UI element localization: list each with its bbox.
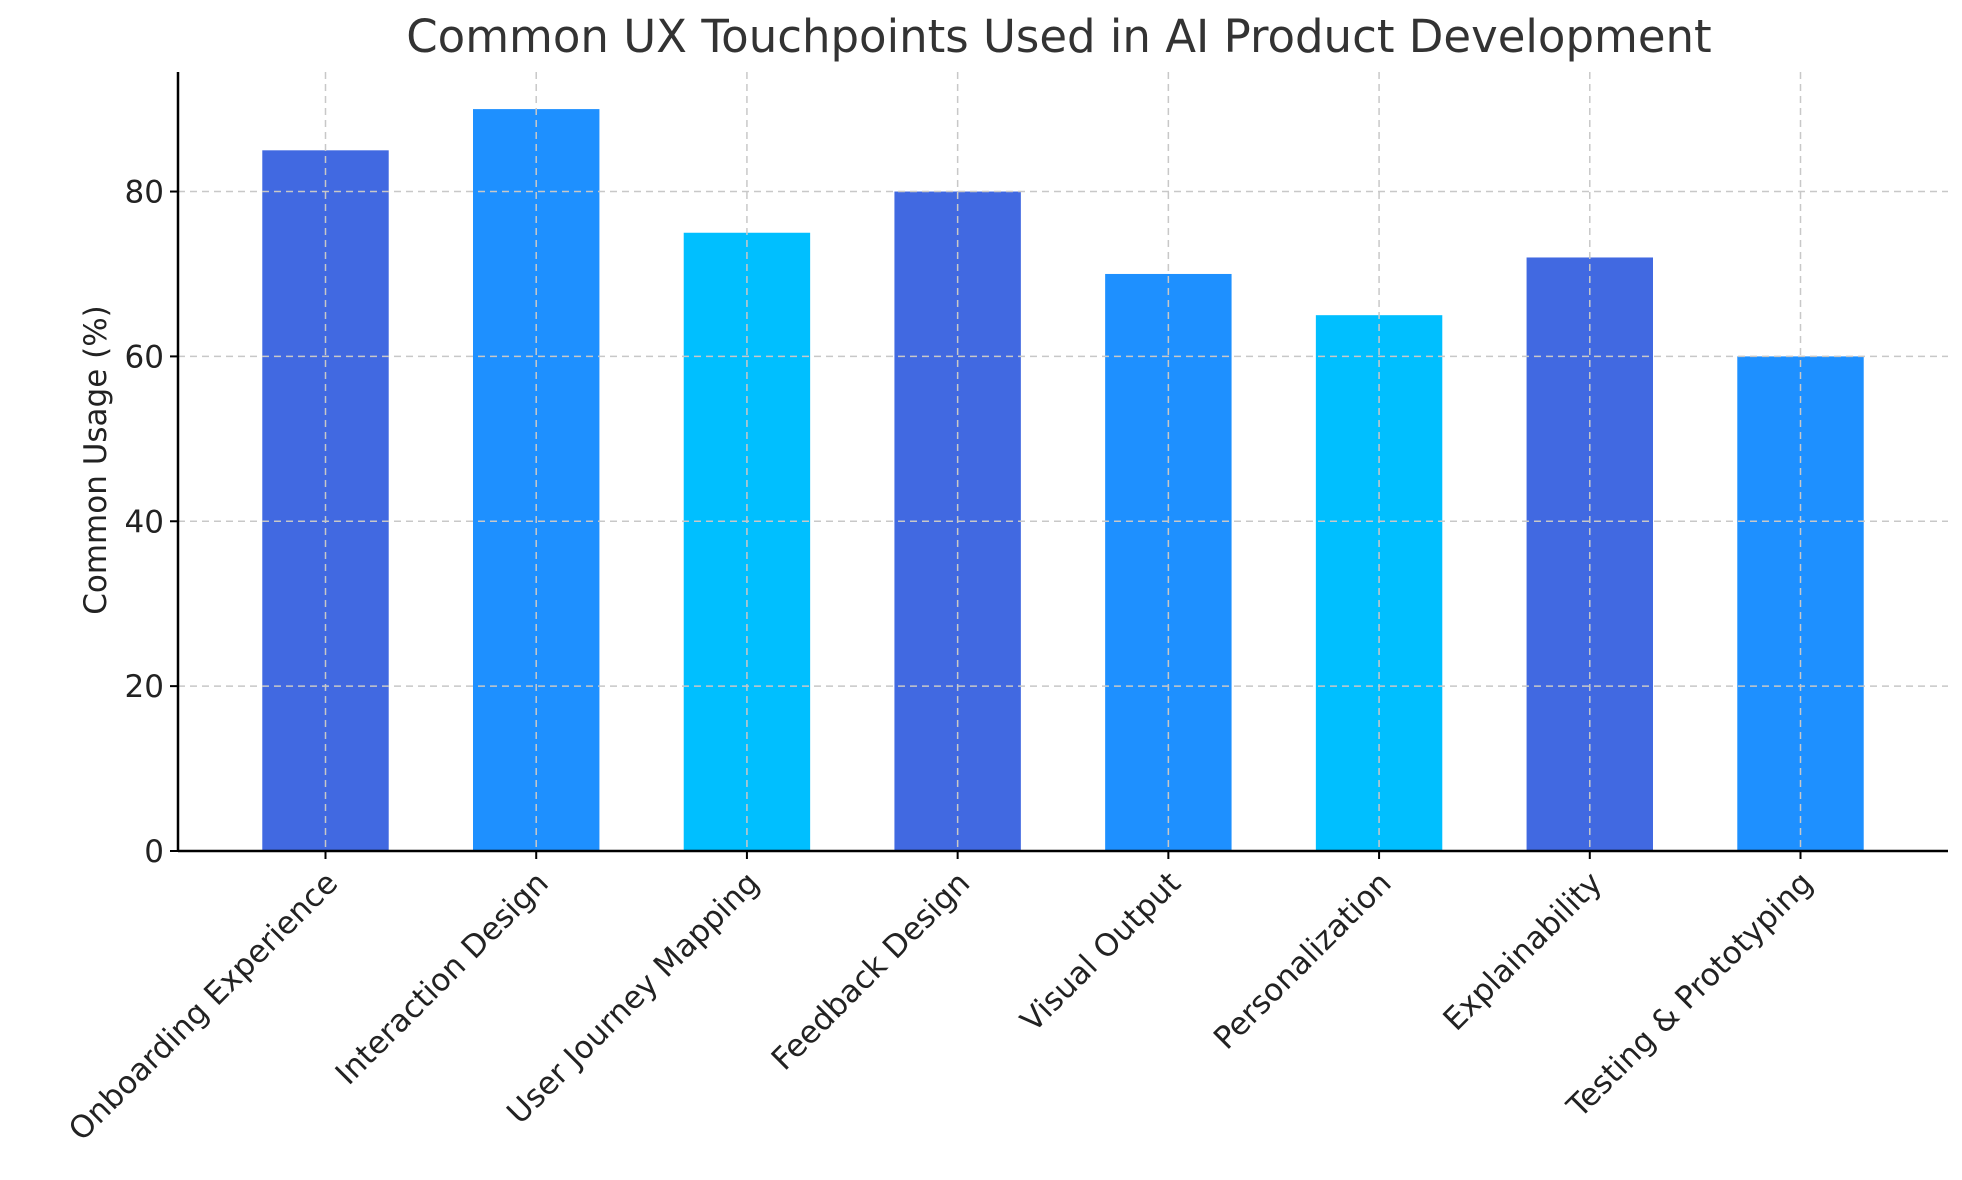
x-tick-label: Interaction Design	[329, 865, 556, 1092]
x-tick-label: Feedback Design	[765, 865, 977, 1077]
y-tick-label: 20	[125, 669, 164, 705]
bars-layer	[262, 109, 1864, 852]
x-tick-label: Visual Output	[1014, 865, 1188, 1039]
x-tick-label: Explainability	[1436, 865, 1609, 1038]
y-tick-label: 60	[125, 339, 164, 375]
y-tick-label: 40	[125, 504, 164, 540]
y-tick-label: 80	[125, 175, 164, 211]
y-axis-label: Common Usage (%)	[78, 305, 114, 615]
x-tick-label: Testing & Prototyping	[1560, 865, 1820, 1125]
chart-title: Common UX Touchpoints Used in AI Product…	[406, 10, 1711, 63]
x-tick-label: Onboarding Experience	[62, 865, 345, 1148]
grid-layer	[178, 72, 1948, 851]
y-tick-label: 0	[144, 834, 164, 870]
x-tick-label: Personalization	[1207, 865, 1399, 1057]
axes-layer	[170, 72, 1948, 859]
bar-visual-output	[1105, 273, 1232, 851]
